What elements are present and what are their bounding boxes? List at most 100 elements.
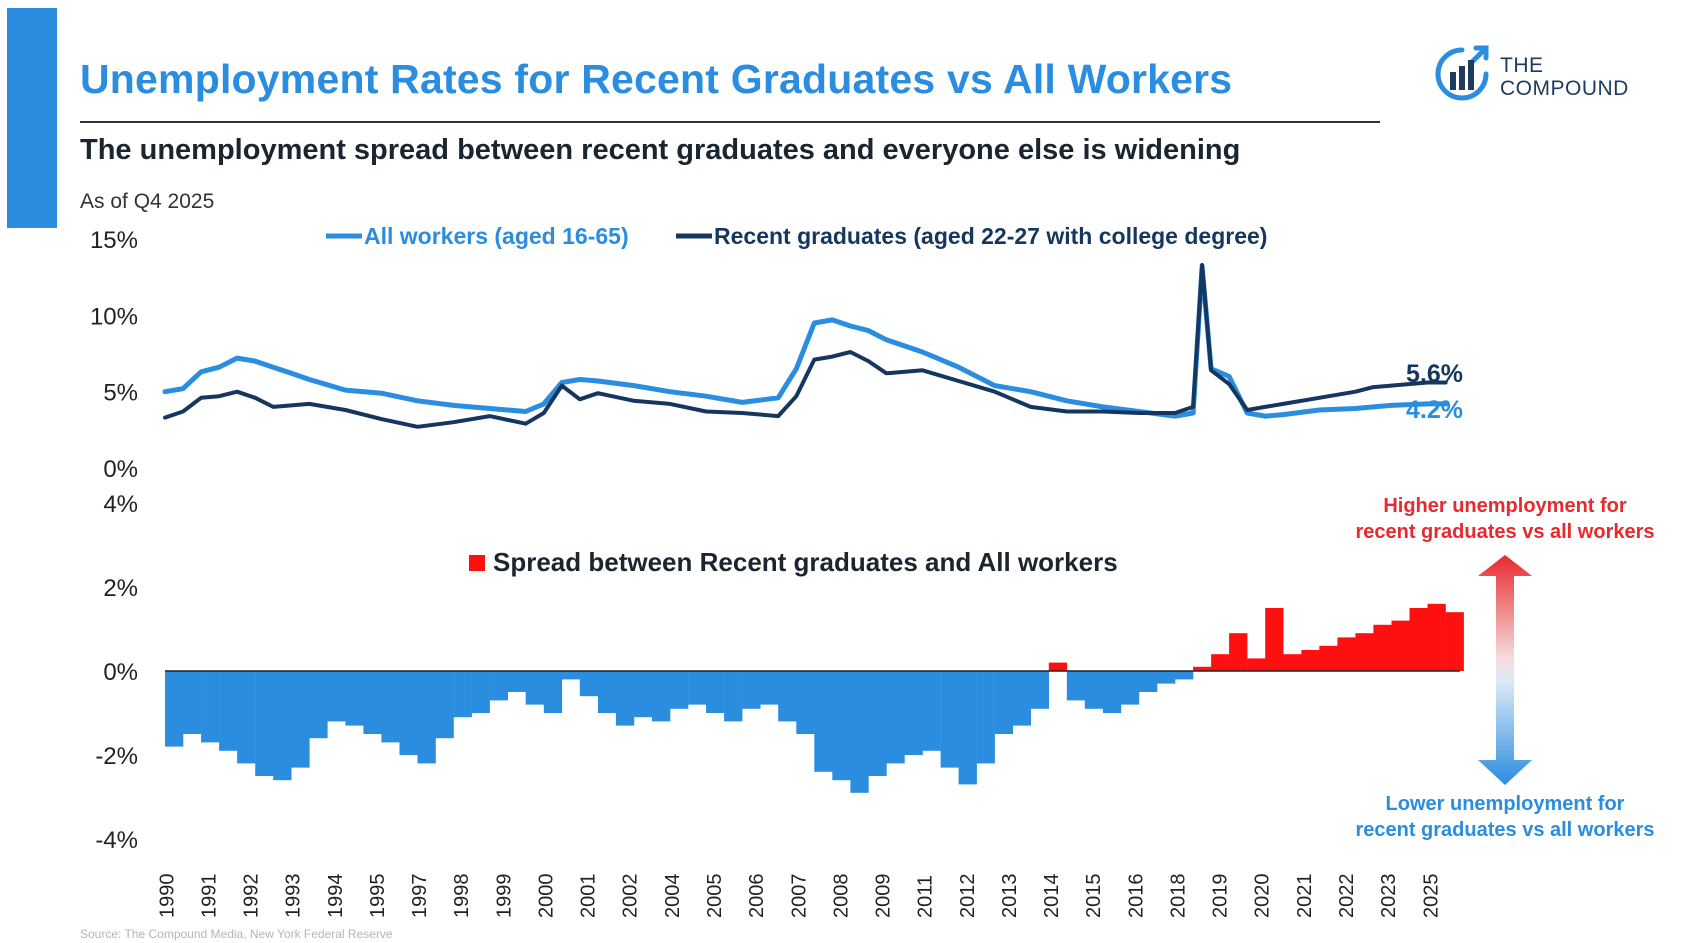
spread-bar xyxy=(1265,608,1284,671)
spread-bar xyxy=(1391,620,1410,671)
spread-bar xyxy=(237,671,256,764)
spread-bar xyxy=(471,671,490,713)
annotation-lower-line: Lower unemployment for xyxy=(1386,793,1625,815)
spread-bar xyxy=(1373,624,1392,671)
bar-y-tick-label: -2% xyxy=(95,743,138,770)
x-tick-label: 2004 xyxy=(662,874,684,919)
x-tick-label: 2008 xyxy=(830,874,852,919)
spread-bar xyxy=(1355,633,1374,671)
x-tick-label: 2018 xyxy=(1167,874,1189,919)
spread-bar xyxy=(1066,671,1086,701)
spread-bar xyxy=(1139,671,1158,692)
legend-swatch-spread xyxy=(469,555,485,571)
spread-bar xyxy=(543,671,563,713)
x-tick-label: 2021 xyxy=(1294,874,1316,919)
chart-title: Unemployment Rates for Recent Graduates … xyxy=(80,56,1233,102)
spread-bar xyxy=(652,671,671,722)
spread-bar xyxy=(1337,637,1356,671)
spread-bar xyxy=(255,671,274,776)
spread-bar xyxy=(1445,612,1464,671)
spread-bar xyxy=(507,671,526,692)
spread-bar xyxy=(706,671,725,713)
spread-bar xyxy=(615,671,635,726)
all-workers-line xyxy=(162,264,1449,419)
logo-line-2: COMPOUND xyxy=(1500,77,1629,100)
x-tick-label: 2006 xyxy=(746,874,768,919)
x-tick-label: 2014 xyxy=(1041,874,1063,919)
spread-bar xyxy=(1409,608,1428,671)
spread-bar xyxy=(994,671,1013,734)
x-tick-label: 2019 xyxy=(1210,874,1232,919)
spread-bar xyxy=(1193,666,1212,671)
x-tick-label: 1995 xyxy=(367,874,389,919)
x-tick-label: 2002 xyxy=(620,874,642,919)
annotation-higher-line: recent graduates vs all workers xyxy=(1355,521,1654,543)
spread-bar xyxy=(1247,658,1266,671)
spread-bar xyxy=(796,671,815,734)
bar-y-tick-label: -4% xyxy=(95,827,138,854)
spread-bar xyxy=(597,671,617,713)
spread-bar xyxy=(435,671,454,739)
bar-y-tick-label: 0% xyxy=(103,659,138,686)
spread-bar xyxy=(219,671,238,751)
spread-bar xyxy=(1012,671,1031,726)
spread-bar xyxy=(1319,645,1338,671)
logo-line-1: THE xyxy=(1500,54,1544,77)
x-tick-label: 2022 xyxy=(1336,874,1358,919)
source-note: Source: The Compound Media, New York Fed… xyxy=(80,927,393,941)
spread-bar xyxy=(1120,671,1140,705)
spread-bar xyxy=(742,671,761,709)
spread-bar xyxy=(760,671,779,705)
spread-bar xyxy=(579,671,599,697)
spread-bar xyxy=(940,671,959,768)
spread-bar xyxy=(291,671,310,768)
x-tick-label: 1994 xyxy=(325,874,347,919)
annotation-higher-line: Higher unemployment for xyxy=(1383,495,1627,517)
x-tick-label: 1998 xyxy=(451,874,473,919)
spread-bar xyxy=(670,671,689,709)
spread-bar xyxy=(922,671,941,751)
x-tick-label: 2007 xyxy=(788,874,810,919)
spread-bar xyxy=(1030,671,1049,709)
annotation-lower-line: recent graduates vs all workers xyxy=(1355,819,1654,841)
x-tick-label: 1997 xyxy=(409,874,431,919)
line-y-tick-label: 0% xyxy=(103,456,138,483)
x-tick-label: 2016 xyxy=(1125,874,1147,919)
spread-bar xyxy=(1084,671,1104,709)
spread-bar xyxy=(1157,671,1176,684)
x-tick-label: 1991 xyxy=(198,874,220,919)
spread-bar xyxy=(309,671,328,739)
x-tick-label: 2001 xyxy=(578,874,600,919)
spread-bar xyxy=(1102,671,1122,713)
spread-bar xyxy=(381,671,400,743)
recent-graduates-line xyxy=(163,263,1448,429)
spread-bar xyxy=(868,671,887,776)
as-of-date: As of Q4 2025 xyxy=(80,190,215,213)
x-tick-label: 2005 xyxy=(704,874,726,919)
line-y-tick-label: 5% xyxy=(103,380,138,407)
x-tick-label: 2011 xyxy=(915,875,937,918)
spread-bar xyxy=(327,671,346,722)
spread-bar xyxy=(525,671,544,705)
x-tick-label: 1999 xyxy=(493,874,515,919)
spread-bar xyxy=(417,671,436,764)
x-tick-label: 1990 xyxy=(156,874,178,919)
spread-bar xyxy=(904,671,923,755)
spread-bar xyxy=(850,671,869,793)
spread-bar xyxy=(1048,662,1068,671)
spread-bar xyxy=(453,671,472,718)
spread-bar xyxy=(814,671,833,772)
bar-y-tick-label: 4% xyxy=(103,491,138,518)
title-divider xyxy=(80,121,1380,123)
spread-bar xyxy=(1283,654,1302,671)
accent-bar xyxy=(7,8,57,228)
spread-bar xyxy=(273,671,292,781)
x-tick-label: 2009 xyxy=(873,874,895,919)
all-workers-end-label: 4.2% xyxy=(1406,396,1463,424)
x-tick-label: 1993 xyxy=(283,874,305,919)
spread-bar xyxy=(165,671,184,747)
chart-subtitle: The unemployment spread between recent g… xyxy=(80,134,1241,166)
the-compound-logo: THE COMPOUND xyxy=(1432,44,1642,114)
line-y-tick-label: 15% xyxy=(90,227,138,254)
